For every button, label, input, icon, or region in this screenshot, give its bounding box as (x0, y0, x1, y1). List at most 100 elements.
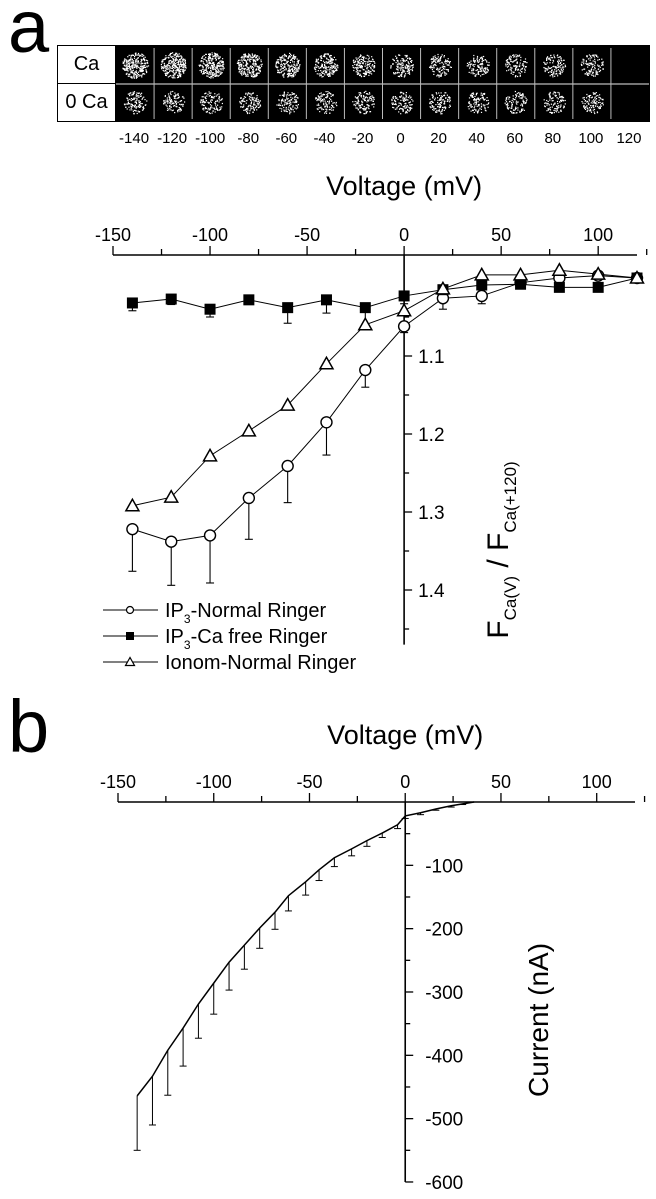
strip-voltage-label: 60 (506, 130, 524, 147)
ca-image-cell (236, 53, 263, 78)
strip-voltage-label: -100 (195, 130, 226, 147)
data-point (320, 294, 332, 306)
zero-ca-image-cell (123, 91, 148, 115)
zero-ca-image-cell (581, 92, 604, 115)
legend-item: IP3-Normal Ringer (103, 600, 327, 626)
x-tick-label: 0 (399, 225, 409, 245)
strip-images (116, 48, 649, 119)
ca-image-cell (429, 53, 452, 78)
x-tick-label: -100 (196, 772, 232, 792)
data-point (435, 280, 451, 295)
strip-row-labels: Ca 0 Ca (58, 46, 116, 121)
y-axis-title: Current (nA) (523, 943, 554, 1097)
data-point (124, 497, 141, 512)
y-axis-title: FCa(V) / FCa(+120) (482, 461, 520, 638)
x-tick-label: -100 (192, 225, 228, 245)
x-tick-label: 50 (491, 772, 511, 792)
data-point (203, 529, 217, 542)
x-tick-label: -150 (100, 772, 136, 792)
ca-image-cell (352, 54, 376, 78)
data-point (202, 447, 218, 462)
strip-label-0ca: 0 Ca (65, 90, 108, 113)
y-tick-label: -300 (425, 983, 463, 1004)
legend-marker (124, 656, 136, 667)
ca-image-cell (275, 52, 301, 78)
data-point (126, 522, 139, 536)
calcium-image-strip: Ca 0 Ca (57, 45, 650, 122)
data-point (318, 355, 335, 370)
strip-voltage-label: 40 (468, 130, 486, 147)
zero-ca-image-cell (429, 92, 451, 115)
legend-label: Ionom-Normal Ringer (165, 652, 357, 674)
strip-label-ca: Ca (58, 46, 115, 84)
strip-voltage-label: 100 (578, 130, 604, 147)
ca-image-cell (543, 54, 567, 78)
zero-ca-image-cell (543, 91, 566, 114)
data-point (515, 278, 527, 290)
y-tick-label: -100 (425, 856, 463, 877)
series-line (132, 277, 638, 310)
x-tick-label: -50 (296, 772, 322, 792)
ca-image-cell (505, 54, 528, 78)
strip-voltage-label: 120 (616, 130, 642, 147)
y-tick-label: 1.2 (418, 425, 444, 446)
series-line (132, 275, 638, 543)
current-curve (136, 801, 475, 1097)
y-tick-label: 1.1 (418, 347, 444, 368)
ca-image-cell (198, 52, 225, 79)
x-axis-title: Voltage (mV) (326, 171, 482, 201)
y-tick-label: 1.4 (418, 581, 445, 602)
x-axis-title: Voltage (mV) (327, 720, 483, 750)
x-tick-label: 50 (491, 225, 511, 245)
y-tick-label: -400 (425, 1046, 463, 1067)
ca-image-cell (122, 52, 150, 79)
panel-b-label: b (8, 685, 50, 768)
strip-voltage-label: -80 (237, 130, 260, 147)
data-point (629, 269, 645, 284)
series-triangle-open (124, 262, 645, 512)
strip-voltage-label: -60 (275, 130, 298, 147)
zero-ca-image-cell (199, 91, 223, 115)
legend-marker (126, 632, 134, 640)
strip-voltage-label: -20 (351, 130, 374, 147)
strip-voltage-label: 0 (396, 130, 405, 147)
chart-b-current: Voltage (mV)-150 -100 -50 0 50 100-100-200-30… (100, 720, 646, 1194)
data-point (551, 262, 568, 276)
series-line (132, 269, 638, 507)
data-point (396, 302, 412, 317)
data-point (512, 266, 529, 281)
zero-ca-image-cell (163, 90, 186, 114)
zero-ca-image-cell (276, 91, 299, 115)
strip-voltage-label: -120 (157, 130, 188, 147)
data-point (476, 279, 488, 291)
data-point (320, 416, 333, 429)
y-tick-label: -600 (425, 1173, 463, 1194)
data-point (475, 289, 488, 303)
ca-image-cell (466, 54, 490, 77)
strip-voltage-label: 20 (430, 130, 447, 147)
ca-image-cell (390, 54, 414, 78)
ca-image-cell (313, 53, 339, 78)
data-point (553, 281, 565, 293)
legend-label: IP3-Normal Ringer (165, 600, 327, 626)
panel-a-label: a (8, 0, 50, 68)
data-point (163, 489, 180, 503)
data-point (357, 316, 374, 331)
ca-image-cell (160, 52, 187, 79)
data-point (473, 266, 490, 281)
y-tick-label: -500 (425, 1110, 463, 1131)
data-point (398, 290, 410, 302)
strip-voltage-label: -140 (119, 130, 150, 147)
data-point (165, 535, 178, 548)
strip-voltage-labels: -140 -120 -100 -80 -60 -40 -20 0 20 40 60 80 100 120 (0, 130, 656, 152)
data-point (204, 303, 216, 315)
legend-item: Ionom-Normal Ringer (103, 652, 357, 674)
data-point (592, 281, 604, 293)
strip-voltage-label: -40 (313, 130, 336, 147)
legend-marker (125, 605, 135, 615)
data-point (241, 422, 257, 437)
x-tick-label: 100 (582, 772, 612, 792)
data-point (165, 293, 177, 305)
legend-item: IP3-Ca free Ringer (103, 626, 328, 652)
x-tick-label: 100 (583, 225, 613, 245)
